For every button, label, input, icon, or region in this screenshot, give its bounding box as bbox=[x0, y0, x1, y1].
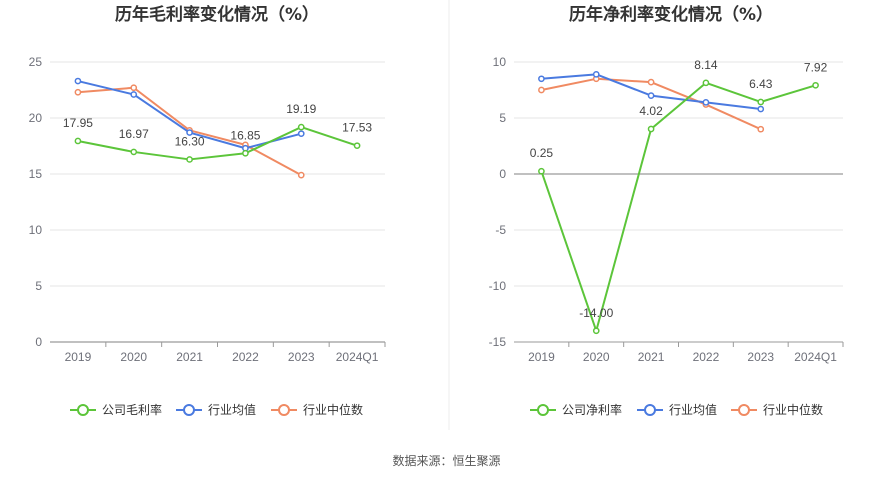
x-tick-label: 2024Q1 bbox=[794, 350, 837, 364]
data-point-company bbox=[186, 156, 193, 163]
y-tick-label: 25 bbox=[29, 55, 43, 69]
legend-label-company: 公司净利率 bbox=[562, 402, 622, 417]
data-point-company bbox=[353, 142, 361, 150]
data-point-median bbox=[297, 171, 305, 179]
y-tick-label: 5 bbox=[35, 279, 42, 293]
legend-label-avg: 行业均值 bbox=[208, 402, 256, 417]
y-tick-label: 20 bbox=[29, 111, 43, 125]
data-point-company bbox=[647, 125, 655, 133]
x-tick-label: 2021 bbox=[638, 350, 665, 364]
data-point-avg bbox=[757, 105, 765, 113]
x-tick-label: 2023 bbox=[747, 350, 774, 364]
data-point-avg bbox=[592, 70, 600, 78]
data-label: 16.85 bbox=[230, 128, 260, 142]
chart-title: 历年毛利率变化情况（%） bbox=[115, 4, 319, 25]
chart-panel-1: 历年毛利率变化情况（%） 0 5 10 15 20 25 2019 2020 2021 2022 20… bbox=[29, 4, 386, 417]
data-label: 8.14 bbox=[694, 58, 718, 72]
x-tick-label: 2024Q1 bbox=[336, 350, 379, 364]
series-line-company bbox=[540, 81, 816, 332]
data-point-company bbox=[812, 81, 819, 89]
data-point-median bbox=[757, 125, 765, 133]
y-tick-label: -5 bbox=[495, 223, 506, 237]
data-label: 7.92 bbox=[804, 60, 828, 74]
data-source-note: 数据来源：恒生聚源 bbox=[392, 454, 501, 468]
y-tick-label: -15 bbox=[489, 335, 507, 349]
x-tick-label: 2022 bbox=[232, 350, 259, 364]
data-point-company bbox=[702, 79, 710, 87]
y-tick-label: 0 bbox=[499, 167, 506, 181]
legend-marker-company bbox=[77, 404, 89, 416]
legend-label-median: 行业中位数 bbox=[303, 402, 363, 417]
data-point-company bbox=[538, 167, 545, 175]
y-tick-label: -10 bbox=[489, 279, 507, 293]
data-label: -14.00 bbox=[579, 306, 613, 320]
series-line-company bbox=[77, 126, 358, 161]
data-label: 16.97 bbox=[119, 127, 149, 141]
data-point-avg bbox=[130, 91, 138, 98]
legend-marker-company bbox=[537, 404, 549, 416]
data-label: 17.53 bbox=[342, 121, 372, 135]
legend-marker-avg bbox=[183, 404, 195, 416]
data-label: 0.25 bbox=[530, 146, 554, 160]
data-point-company bbox=[130, 148, 138, 156]
chart-title: 历年净利率变化情况（%） bbox=[569, 4, 773, 25]
data-point-avg bbox=[538, 75, 545, 83]
x-tick-label: 2020 bbox=[120, 350, 147, 364]
x-tick-label: 2023 bbox=[288, 350, 315, 364]
data-point-median bbox=[538, 86, 545, 94]
data-point-company bbox=[242, 149, 249, 157]
data-point-median bbox=[74, 88, 82, 96]
data-point-median bbox=[130, 84, 138, 92]
legend-label-company: 公司毛利率 bbox=[102, 402, 162, 417]
y-tick-label: 15 bbox=[29, 167, 43, 181]
x-tick-label: 2019 bbox=[65, 350, 92, 364]
data-point-avg bbox=[647, 92, 655, 99]
data-label: 19.19 bbox=[286, 102, 316, 116]
data-point-avg bbox=[702, 98, 710, 106]
data-point-company bbox=[757, 98, 765, 106]
data-label: 16.30 bbox=[175, 134, 205, 148]
legend-label-median: 行业中位数 bbox=[763, 402, 823, 417]
y-tick-label: 5 bbox=[499, 111, 506, 125]
legend-marker-median bbox=[278, 404, 290, 416]
x-tick-label: 2020 bbox=[583, 350, 610, 364]
x-tick-label: 2021 bbox=[176, 350, 203, 364]
data-point-company bbox=[297, 123, 305, 131]
data-point-avg bbox=[297, 130, 305, 138]
x-tick-label: 2019 bbox=[528, 350, 555, 364]
data-label: 17.95 bbox=[63, 116, 93, 130]
data-point-median bbox=[647, 78, 655, 86]
legend-marker-median bbox=[738, 404, 750, 416]
data-point-company bbox=[592, 327, 600, 335]
x-tick-label: 2022 bbox=[693, 350, 720, 364]
y-tick-label: 0 bbox=[35, 335, 42, 349]
legend-marker-avg bbox=[644, 404, 656, 416]
data-point-avg bbox=[74, 77, 82, 85]
y-tick-label: 10 bbox=[493, 55, 507, 69]
chart-panel-2: 历年净利率变化情况（%） -15 -10 -5 0 5 10 2019 2020 2021 2022… bbox=[489, 4, 844, 417]
data-label: 6.43 bbox=[749, 77, 773, 91]
data-label: 4.02 bbox=[639, 104, 663, 118]
data-point-avg bbox=[186, 129, 193, 136]
data-point-company bbox=[74, 137, 82, 145]
y-tick-label: 10 bbox=[29, 223, 43, 237]
legend-label-avg: 行业均值 bbox=[669, 402, 717, 417]
